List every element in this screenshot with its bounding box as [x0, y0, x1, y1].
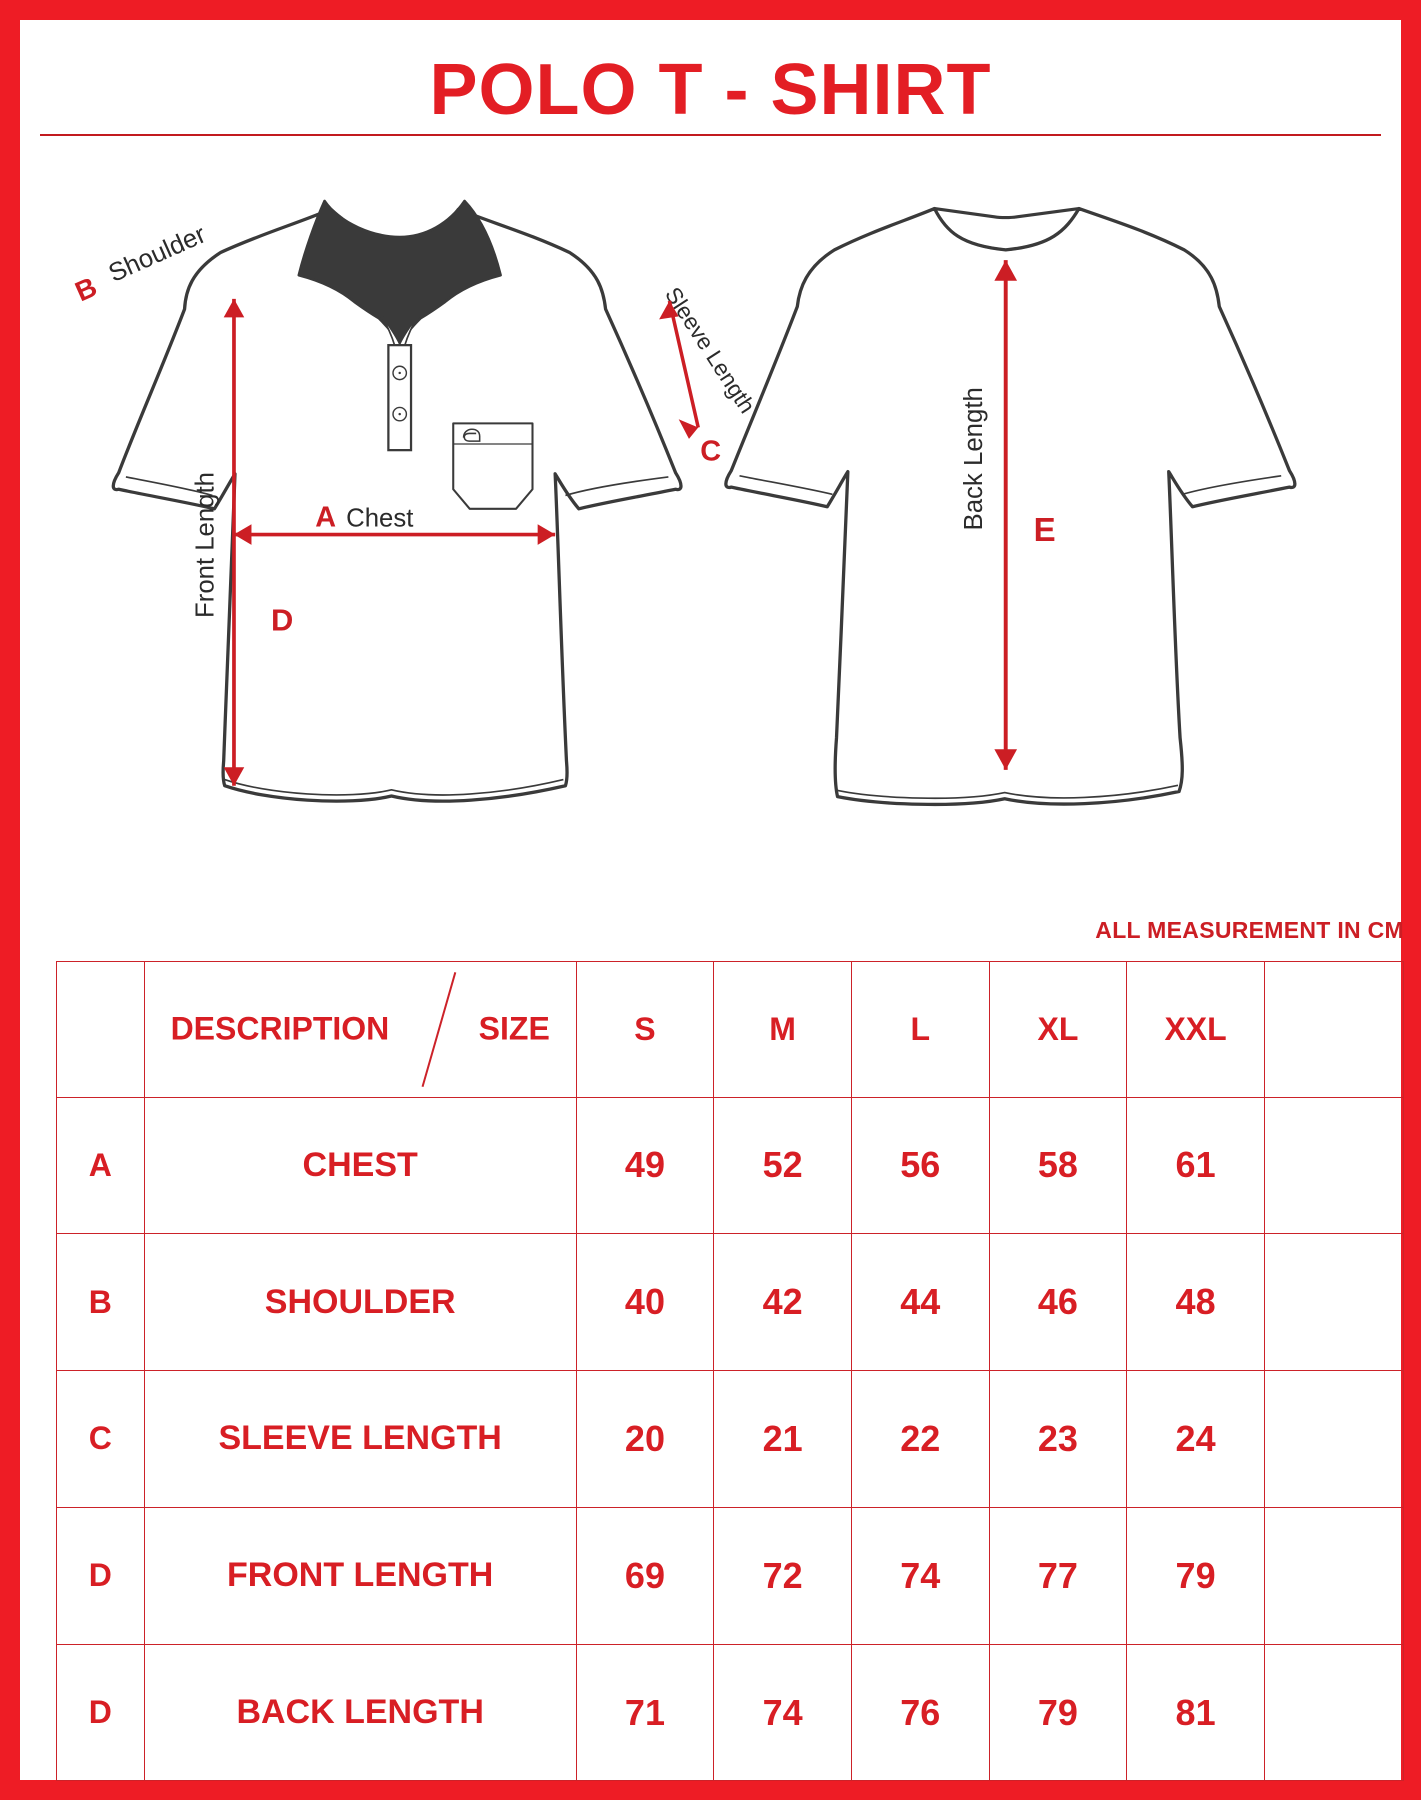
svg-text:D: D: [271, 602, 293, 637]
svg-text:Back Length: Back Length: [960, 387, 988, 530]
svg-text:E: E: [1034, 511, 1056, 548]
svg-text:Chest: Chest: [346, 504, 413, 532]
svg-text:B: B: [70, 271, 101, 307]
svg-text:C: C: [700, 435, 721, 467]
svg-text:Sleeve Length: Sleeve Length: [660, 283, 760, 418]
svg-text:Front Length: Front Length: [191, 472, 219, 618]
svg-text:A: A: [315, 501, 336, 533]
